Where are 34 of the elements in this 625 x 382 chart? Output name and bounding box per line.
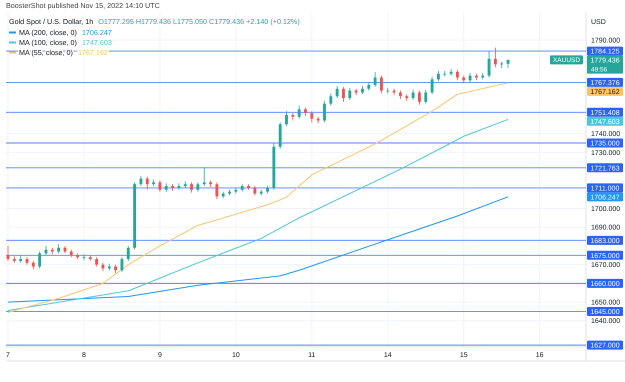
candlestick [120, 256, 124, 273]
candlestick [57, 244, 60, 254]
candlestick [342, 86, 345, 102]
candlestick [44, 246, 48, 256]
candlestick [6, 246, 10, 262]
candlestick [494, 47, 497, 68]
candlestick [323, 100, 326, 123]
candlestick [196, 182, 200, 192]
candlestick [285, 110, 288, 127]
candlestick [336, 86, 339, 98]
line-series [8, 196, 509, 303]
candlestick [436, 70, 440, 82]
candlestick [298, 105, 301, 120]
candlestick [488, 50, 490, 78]
candlestick [392, 88, 396, 96]
line-series [8, 118, 509, 312]
candlestick [253, 186, 256, 196]
candlestick [418, 90, 421, 106]
candlestick [412, 89, 415, 100]
candlestick [374, 71, 377, 88]
candlestick [177, 182, 180, 190]
candlestick [430, 76, 434, 95]
candlestick [158, 180, 162, 192]
candlestick [95, 256, 98, 267]
candlestick [215, 182, 218, 200]
candlestick [456, 70, 459, 81]
candlestick [380, 75, 383, 94]
candlestick [354, 88, 358, 96]
candlestick [38, 251, 42, 269]
candlestick [82, 254, 86, 260]
candlestick [468, 72, 472, 83]
candlestick [140, 175, 142, 186]
candlestick [190, 182, 193, 193]
line-series [8, 82, 509, 313]
